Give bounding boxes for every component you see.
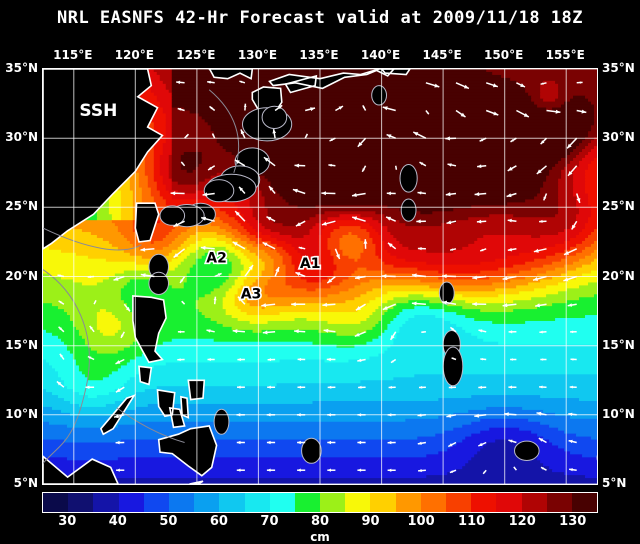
map-plot-area[interactable]: SSH A1 A2 A3 [42, 68, 598, 485]
lat-tick-label-right: 10°N [602, 406, 635, 421]
lon-tick-label: 155°E [545, 48, 585, 62]
bathymetry-contour [43, 85, 597, 464]
eddy-annotation-a1: A1 [300, 256, 321, 272]
lon-tick-label: 115°E [53, 48, 93, 62]
colorbar-swatch[interactable] [521, 493, 547, 512]
page-title: NRL EASNFS 42-Hr Forecast valid at 2009/… [56, 8, 583, 28]
colorbar-tick-label: 120 [508, 514, 536, 529]
colorbar-tick-label: 90 [361, 514, 380, 529]
lat-tick-label-right: 30°N [602, 130, 635, 145]
colorbar-swatch[interactable] [194, 493, 220, 512]
colorbar-swatch[interactable] [420, 493, 446, 512]
colorbar-tick-label: 30 [58, 514, 77, 529]
colorbar-swatch[interactable] [219, 493, 245, 512]
eddy-annotation-a3: A3 [241, 287, 262, 303]
colorbar-swatch[interactable] [143, 493, 169, 512]
colorbar-tick-label: 70 [260, 514, 279, 529]
ssh-field-svg: SSH A1 A2 A3 [43, 69, 597, 484]
colorbar-swatch[interactable] [471, 493, 497, 512]
lon-tick-label: 120°E [114, 48, 154, 62]
lon-tick-label: 130°E [237, 48, 278, 62]
lat-tick-label-left: 25°N [5, 199, 38, 214]
lat-tick-label-left: 35°N [5, 61, 38, 75]
colorbar-tick-label: 130 [559, 514, 587, 529]
colorbar-tick-label: 80 [310, 514, 330, 529]
colorbar-swatch[interactable] [571, 493, 598, 512]
colorbar-swatch[interactable] [370, 493, 396, 512]
lat-tick-label-right: 35°N [602, 61, 635, 75]
lat-tick-label-left: 20°N [5, 268, 38, 283]
lat-tick-label-right: 25°N [602, 199, 635, 214]
colorbar-tick-label: 100 [407, 514, 435, 529]
colorbar-swatch[interactable] [496, 493, 522, 512]
coastline [43, 69, 411, 484]
lat-tick-label-left: 5°N [13, 476, 38, 490]
colorbar-unit-label: cm [310, 530, 330, 544]
eddy-annotation-a2: A2 [206, 251, 227, 267]
colorbar-swatch[interactable] [446, 493, 472, 512]
colorbar-tick-label: 110 [458, 514, 486, 529]
colorbar-tick-label: 40 [108, 514, 127, 529]
lon-tick-label: 145°E [422, 48, 462, 62]
colorbar-swatch[interactable] [269, 493, 295, 512]
colorbar[interactable] [42, 492, 598, 513]
colorbar-swatch[interactable] [320, 493, 346, 512]
colorbar-swatch[interactable] [68, 493, 94, 512]
lon-tick-label: 125°E [176, 48, 216, 62]
colorbar-swatch[interactable] [546, 493, 572, 512]
colorbar-tick-label: 50 [159, 514, 178, 529]
lat-tick-label-right: 5°N [602, 476, 627, 490]
lat-tick-label-left: 10°N [5, 406, 38, 421]
lat-tick-label-left: 15°N [5, 337, 38, 352]
colorbar-swatch[interactable] [118, 493, 144, 512]
lon-tick-label: 135°E [299, 48, 339, 62]
ssh-field-label: SSH [79, 101, 117, 121]
current-vectors [56, 80, 587, 475]
colorbar-swatch[interactable] [244, 493, 270, 512]
colorbar-tick-label: 60 [209, 514, 228, 529]
colorbar-swatch[interactable] [294, 493, 321, 512]
lon-tick-label: 140°E [360, 48, 401, 62]
colorbar-swatch[interactable] [43, 493, 69, 512]
lon-tick-label: 150°E [484, 48, 524, 62]
colorbar-swatch[interactable] [168, 493, 195, 512]
lat-tick-label-right: 15°N [602, 337, 635, 352]
colorbar-swatch[interactable] [345, 493, 371, 512]
colorbar-swatch[interactable] [395, 493, 421, 512]
colorbar-swatch[interactable] [93, 493, 119, 512]
lat-tick-label-left: 30°N [5, 130, 38, 145]
lat-tick-label-right: 20°N [602, 268, 635, 283]
map-labels: SSH A1 A2 A3 [79, 101, 322, 304]
